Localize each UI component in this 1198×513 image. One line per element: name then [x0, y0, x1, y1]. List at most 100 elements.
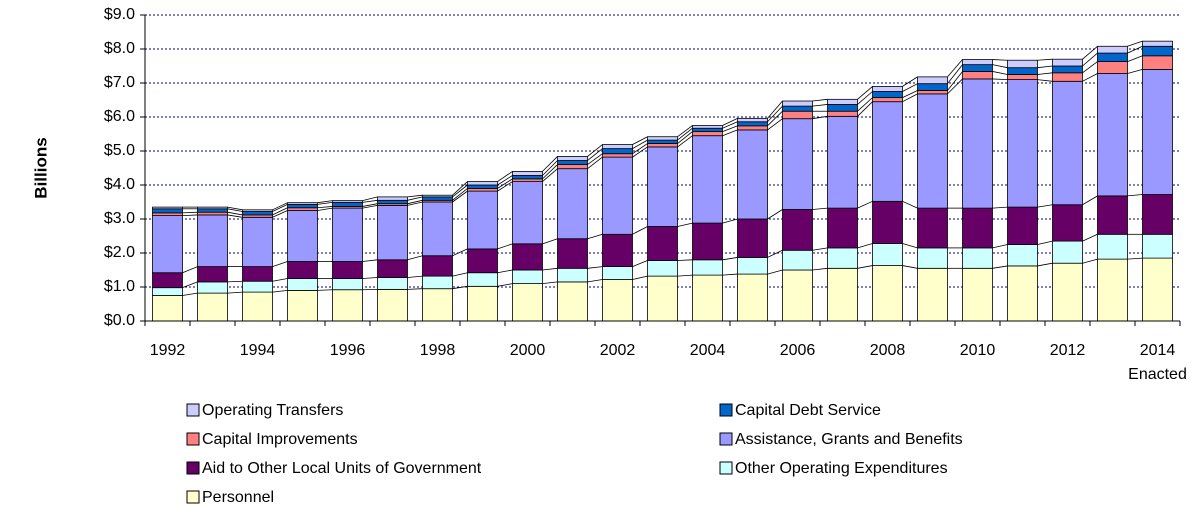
- series-line: [407, 199, 423, 205]
- series-line: [587, 144, 603, 157]
- y-tick-label: $3.0: [104, 210, 135, 227]
- series-line: [812, 267, 828, 271]
- series-line: [1127, 40, 1143, 47]
- bar-segment: [827, 267, 858, 322]
- series-line: [632, 143, 648, 155]
- bar-segment: [782, 249, 813, 271]
- y-tick-label: $5.0: [104, 142, 135, 159]
- series-line: [587, 153, 603, 165]
- bar-segment: [1007, 265, 1038, 322]
- bar-segment: [1052, 65, 1083, 74]
- bar-segment: [242, 291, 273, 322]
- series-line: [227, 214, 243, 218]
- series-line: [182, 214, 198, 216]
- bar-segment: [377, 259, 408, 278]
- bar-segment: [962, 64, 993, 72]
- series-line: [902, 93, 918, 103]
- bar-segment: [197, 281, 228, 294]
- series-line: [902, 265, 918, 269]
- bar-segment: [1097, 195, 1128, 235]
- legend-swatch: [719, 432, 733, 446]
- series-line: [1082, 52, 1098, 67]
- bar-segment: [377, 199, 408, 205]
- bar-segment: [782, 100, 813, 107]
- bar-segment: [1052, 262, 1083, 322]
- bar-segment: [602, 156, 633, 235]
- bar-segment: [287, 207, 318, 211]
- series-line: [677, 131, 693, 144]
- series-line: [947, 71, 963, 91]
- series-line: [677, 125, 693, 138]
- bar-segment: [872, 200, 903, 244]
- bar-segment: [287, 203, 318, 209]
- bar-segment: [917, 267, 948, 322]
- series-line: [272, 204, 288, 212]
- series-line: [767, 110, 783, 127]
- x-tick-label: 2010: [960, 342, 996, 359]
- series-line: [947, 78, 963, 95]
- series-line: [767, 100, 783, 119]
- bar-segment: [602, 144, 633, 150]
- x-tick-label: 1994: [240, 342, 276, 359]
- series-line: [857, 86, 873, 100]
- bar-segment: [242, 211, 273, 216]
- series-line: [632, 139, 648, 149]
- series-line: [632, 260, 648, 267]
- bar-segment: [557, 168, 588, 240]
- bar-segment: [287, 278, 318, 291]
- bar-segment: [602, 148, 633, 155]
- series-line: [1127, 55, 1143, 62]
- series-line: [992, 71, 1008, 75]
- series-line: [722, 257, 738, 261]
- bar-segment: [197, 208, 228, 213]
- bar-segment: [917, 207, 948, 249]
- bar-segment: [287, 202, 318, 205]
- bar-segment: [152, 212, 183, 217]
- series-line: [497, 175, 513, 186]
- series-line: [1127, 257, 1143, 260]
- series-line: [317, 289, 333, 291]
- bar-segment: [1052, 80, 1083, 206]
- series-line: [722, 117, 738, 126]
- series-line: [722, 121, 738, 129]
- bar-segment: [962, 78, 993, 209]
- series-line: [1127, 69, 1143, 74]
- series-line: [452, 248, 468, 257]
- bar-segment: [467, 285, 498, 322]
- y-axis-title: Billions: [31, 137, 50, 198]
- y-tick-label: $2.0: [104, 244, 135, 261]
- series-line: [542, 164, 558, 180]
- series-line: [317, 201, 333, 205]
- series-line: [227, 211, 243, 216]
- series-line: [1037, 204, 1053, 208]
- bar-segment: [692, 135, 723, 224]
- series-line: [677, 127, 693, 141]
- series-line: [497, 283, 513, 287]
- bar-segment: [422, 194, 453, 198]
- x-tick-label: 1992: [150, 342, 186, 359]
- series-line: [317, 207, 333, 211]
- series-line: [902, 200, 918, 209]
- series-line: [722, 273, 738, 276]
- bar-segment: [557, 164, 588, 170]
- legend-label: Other Operating Expenditures: [735, 460, 948, 477]
- bar-segment: [1142, 45, 1173, 57]
- bar-segment: [152, 287, 183, 296]
- series-line: [1082, 61, 1098, 74]
- series-line: [452, 272, 468, 277]
- bar-segment: [512, 178, 543, 183]
- series-line: [1037, 65, 1053, 69]
- bar-segment: [872, 97, 903, 103]
- y-tick-label: $4.0: [104, 176, 135, 193]
- series-line: [1127, 45, 1143, 54]
- bar-segment: [377, 196, 408, 201]
- annotation: Enacted: [1128, 366, 1187, 383]
- series-line: [677, 274, 693, 277]
- legend-label: Capital Improvements: [202, 431, 358, 448]
- bar-segment: [1007, 74, 1038, 80]
- series-line: [902, 83, 918, 92]
- bar-segment: [602, 266, 633, 280]
- series-line: [317, 200, 333, 204]
- series-line: [677, 222, 693, 227]
